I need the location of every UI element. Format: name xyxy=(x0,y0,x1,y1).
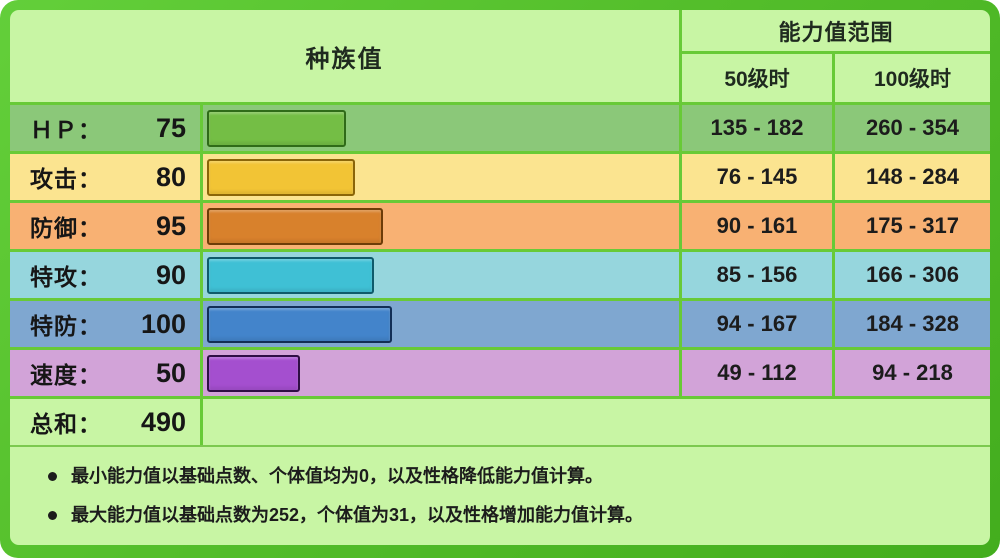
stat-range-50: 85 - 156 xyxy=(682,252,835,298)
stat-label: 特攻： xyxy=(30,264,102,290)
stat-value: 80 xyxy=(155,161,186,192)
stat-label-cell: 防御： 95 xyxy=(10,203,203,249)
stat-range-50: 49 - 112 xyxy=(682,350,835,396)
header-level-100: 100级时 xyxy=(873,68,952,91)
footnotes: 最小能力值以基础点数、个体值均为0，以及性格降低能力值计算。 最大能力值以基础点… xyxy=(10,447,990,545)
stat-label-cell: ＨＰ： 75 xyxy=(10,105,203,151)
stat-label: 速度： xyxy=(30,362,102,388)
stat-range-100: 175 - 317 xyxy=(866,213,959,238)
stat-bar xyxy=(207,207,383,245)
stat-value: 100 xyxy=(140,308,186,339)
stat-bar-cell xyxy=(203,350,682,396)
total-row: 总和： 490 xyxy=(10,399,990,447)
stat-bar-cell xyxy=(203,154,682,200)
stat-label-cell: 速度： 50 xyxy=(10,350,203,396)
stat-bar-cell xyxy=(203,252,682,298)
stat-row-attack: 攻击： 80 76 - 145 148 - 284 xyxy=(10,154,990,203)
stat-label-cell: 攻击： 80 xyxy=(10,154,203,200)
stat-label-cell: 特攻： 90 xyxy=(10,252,203,298)
stat-value: 50 xyxy=(155,357,186,388)
stat-bar xyxy=(207,305,393,343)
header-range: 能力值范围 xyxy=(682,10,990,54)
table-header: 种族值 能力值范围 50级时 100级时 xyxy=(10,10,990,105)
stat-bar xyxy=(207,354,300,392)
stat-range-100: 260 - 354 xyxy=(866,115,959,140)
total-label-cell: 总和： 490 xyxy=(10,399,203,445)
stat-label: 攻击： xyxy=(30,166,102,192)
stat-range-50: 94 - 167 xyxy=(682,301,835,347)
stat-row-sp-attack: 特攻： 90 85 - 156 166 - 306 xyxy=(10,252,990,301)
stat-row-defense: 防御： 95 90 - 161 175 - 317 xyxy=(10,203,990,252)
footnote-max: 最大能力值以基础点数为252，个体值为31，以及性格增加能力值计算。 xyxy=(34,502,970,528)
bullet-icon xyxy=(48,472,57,481)
stat-bar xyxy=(207,158,356,196)
stat-bar-cell xyxy=(203,301,682,347)
stat-range-100: 184 - 328 xyxy=(866,311,959,336)
header-base-stats: 种族值 xyxy=(10,10,682,102)
footnote-text: 最小能力值以基础点数、个体值均为0，以及性格降低能力值计算。 xyxy=(71,466,604,486)
total-value: 490 xyxy=(140,406,186,437)
stat-label: 特防： xyxy=(30,313,102,339)
stat-range-50: 135 - 182 xyxy=(682,105,835,151)
stat-row-sp-defense: 特防： 100 94 - 167 184 - 328 xyxy=(10,301,990,350)
total-label: 总和： xyxy=(30,411,102,437)
stat-label-cell: 特防： 100 xyxy=(10,301,203,347)
stat-range-100: 94 - 218 xyxy=(872,360,953,385)
footnote-text: 最大能力值以基础点数为252，个体值为31，以及性格增加能力值计算。 xyxy=(71,505,644,525)
header-levels: 50级时 100级时 xyxy=(682,54,990,102)
stat-value: 75 xyxy=(155,112,186,143)
stat-label: 防御： xyxy=(30,215,102,241)
stat-row-speed: 速度： 50 49 - 112 94 - 218 xyxy=(10,350,990,399)
footnote-min: 最小能力值以基础点数、个体值均为0，以及性格降低能力值计算。 xyxy=(34,463,970,489)
stat-bar-cell xyxy=(203,105,682,151)
stat-bar xyxy=(207,109,346,147)
header-range-group: 能力值范围 50级时 100级时 xyxy=(682,10,990,102)
stat-bar xyxy=(207,256,374,294)
stats-panel: 种族值 能力值范围 50级时 100级时 ＨＰ： 75 135 - 182 26… xyxy=(10,10,990,545)
stat-value: 95 xyxy=(155,210,186,241)
stat-range-50: 76 - 145 xyxy=(682,154,835,200)
stat-range-100: 148 - 284 xyxy=(866,164,959,189)
stat-value: 90 xyxy=(155,259,186,290)
stat-range-50: 90 - 161 xyxy=(682,203,835,249)
bullet-icon xyxy=(48,511,57,520)
stat-row-hp: ＨＰ： 75 135 - 182 260 - 354 xyxy=(10,105,990,154)
header-level-50: 50级时 xyxy=(682,54,835,102)
stat-bar-cell xyxy=(203,203,682,249)
total-empty-cell xyxy=(203,399,990,445)
stat-label: ＨＰ： xyxy=(30,117,102,143)
stat-range-100: 166 - 306 xyxy=(866,262,959,287)
